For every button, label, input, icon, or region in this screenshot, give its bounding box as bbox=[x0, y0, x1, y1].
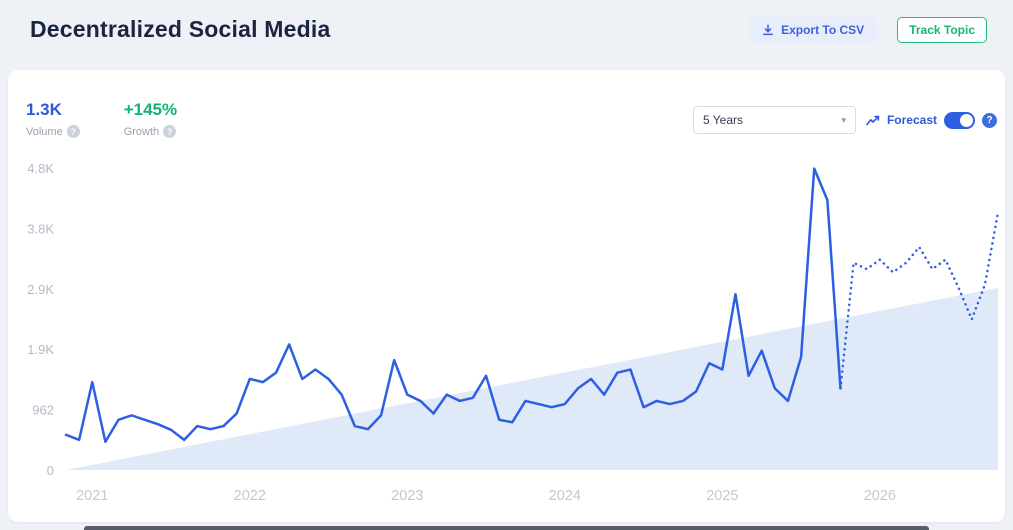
volume-value: 1.3K bbox=[26, 100, 62, 119]
forecast-control: Forecast ? bbox=[866, 111, 997, 129]
page-title: Decentralized Social Media bbox=[30, 16, 331, 42]
svg-text:2021: 2021 bbox=[76, 488, 108, 504]
header-actions: Export To CSV Track Topic bbox=[749, 16, 987, 43]
forecast-label: Forecast bbox=[886, 113, 937, 127]
svg-text:962: 962 bbox=[32, 403, 54, 418]
export-csv-button[interactable]: Export To CSV bbox=[749, 16, 878, 43]
toggle-knob bbox=[960, 113, 973, 127]
time-range-value: 5 Years bbox=[702, 113, 744, 127]
export-csv-label: Export To CSV bbox=[781, 22, 865, 37]
svg-text:1.9K: 1.9K bbox=[27, 342, 54, 357]
chevron-down-icon: ▾ bbox=[841, 114, 846, 125]
download-icon bbox=[763, 23, 774, 35]
svg-text:2024: 2024 bbox=[549, 488, 581, 504]
volume-label-row: Volume ? bbox=[26, 125, 80, 138]
page-header: Decentralized Social Media Export To CSV… bbox=[0, 0, 1013, 43]
trend-line-icon bbox=[866, 115, 880, 125]
svg-text:3.8K: 3.8K bbox=[27, 221, 54, 236]
time-range-select[interactable]: 5 Years ▾ bbox=[692, 106, 856, 134]
svg-text:2026: 2026 bbox=[864, 488, 896, 504]
svg-text:4.8K: 4.8K bbox=[27, 161, 54, 176]
forecast-toggle[interactable] bbox=[944, 111, 975, 129]
trend-chart-svg: 4.8K 3.8K 2.9K 1.9K 962 0 2021 2022 2023 2024 2025… bbox=[27, 161, 1000, 504]
svg-text:2023: 2023 bbox=[391, 488, 423, 504]
growth-label: Growth bbox=[123, 125, 160, 138]
volume-label: Volume bbox=[26, 125, 63, 138]
svg-text:2022: 2022 bbox=[234, 488, 266, 504]
forecast-help-icon[interactable]: ? bbox=[982, 112, 997, 128]
track-topic-button[interactable]: Track Topic bbox=[897, 16, 987, 43]
growth-stat: +145% Growth ? bbox=[124, 100, 177, 138]
bottom-divider bbox=[84, 526, 929, 530]
chart-controls: 5 Years ▾ Forecast ? bbox=[692, 106, 997, 134]
trend-card: 4.8K 3.8K 2.9K 1.9K 962 0 2021 2022 2023 2024 2025… bbox=[8, 70, 1005, 522]
track-topic-label: Track Topic bbox=[909, 22, 975, 37]
volume-stat: 1.3K Volume ? bbox=[26, 100, 80, 138]
svg-text:0: 0 bbox=[47, 463, 54, 478]
growth-label-row: Growth ? bbox=[124, 125, 177, 138]
svg-text:2.9K: 2.9K bbox=[27, 282, 54, 297]
stats-row: 1.3K Volume ? +145% Growth ? bbox=[26, 100, 177, 138]
volume-help-icon[interactable]: ? bbox=[66, 125, 80, 138]
growth-value: +145% bbox=[123, 100, 178, 119]
svg-text:2025: 2025 bbox=[706, 488, 738, 504]
growth-help-icon[interactable]: ? bbox=[163, 125, 177, 138]
